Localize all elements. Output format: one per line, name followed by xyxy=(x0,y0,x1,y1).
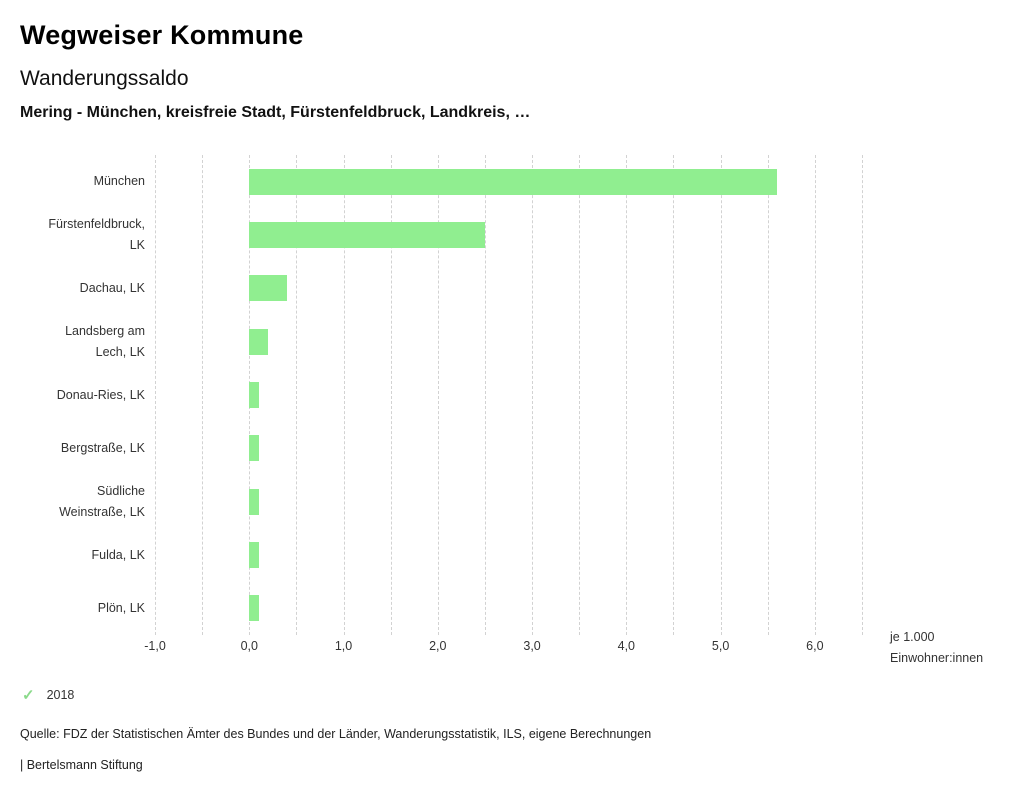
x-axis: -1,0 0,0 1,0 2,0 3,0 4,0 5,0 6,0 xyxy=(144,639,862,659)
gridline xyxy=(673,155,675,635)
gridline xyxy=(626,155,628,635)
category-label: Fulda, LK xyxy=(91,547,145,562)
axis-unit-label: je 1.000 Einwohner:innen xyxy=(890,630,984,666)
plot-area xyxy=(155,155,863,635)
x-tick-label: 6,0 xyxy=(806,639,824,653)
bar[interactable] xyxy=(249,488,259,515)
legend-item-year[interactable]: ✓ 2018 xyxy=(22,686,74,704)
chart-selection-title: Mering - München, kreisfreie Stadt, Fürs… xyxy=(20,104,531,121)
chart-title: Wanderungssaldo xyxy=(20,67,189,90)
category-label: Dachau, LK xyxy=(79,281,145,295)
branding: | Bertelsmann Stiftung xyxy=(20,758,143,772)
app-title: Wegweiser Kommune xyxy=(20,20,304,50)
category-label: Fürstenfeldbruck, LK xyxy=(48,217,145,252)
gridline xyxy=(343,155,345,635)
x-tick-label: 5,0 xyxy=(711,639,730,653)
bar-chart: München Fürstenfeldbruck, LK Dachau, LK Lan… xyxy=(0,155,1024,685)
gridline xyxy=(484,155,486,635)
category-label: Landsberg am Lech, LK xyxy=(65,324,145,359)
bar[interactable] xyxy=(249,542,259,568)
gridline xyxy=(579,155,581,635)
bar[interactable] xyxy=(249,275,287,302)
x-tick-label: 3,0 xyxy=(523,639,541,653)
x-tick-label: 4,0 xyxy=(617,639,636,653)
category-label: München xyxy=(93,174,145,189)
bar[interactable] xyxy=(249,328,269,355)
x-tick-label: 0,0 xyxy=(240,639,258,653)
x-tick-label: 1,0 xyxy=(334,639,353,653)
gridline xyxy=(532,155,534,635)
gridline xyxy=(862,155,863,635)
bar[interactable] xyxy=(249,382,259,408)
category-label: Plön, LK xyxy=(97,601,145,615)
gridline xyxy=(155,155,156,635)
x-tick-label: -1,0 xyxy=(144,639,166,653)
category-label: Südliche Weinstraße, LK xyxy=(59,484,145,519)
category-label: Donau-Ries, LK xyxy=(56,387,145,402)
gridline xyxy=(437,155,439,635)
gridline xyxy=(202,155,204,635)
legend-year-label: 2018 xyxy=(46,688,75,702)
bar[interactable] xyxy=(249,222,485,248)
category-label: Bergstraße, LK xyxy=(60,441,145,455)
bar[interactable] xyxy=(249,168,778,195)
bar[interactable] xyxy=(249,595,259,622)
check-icon: ✓ xyxy=(22,687,35,704)
gridline xyxy=(814,155,816,635)
source-note: Quelle: FDZ der Statistischen Ämter des … xyxy=(20,727,652,741)
gridline xyxy=(390,155,392,635)
category-labels: München Fürstenfeldbruck, LK Dachau, LK Lan… xyxy=(0,155,145,635)
x-tick-label: 2,0 xyxy=(429,639,447,653)
gridline xyxy=(296,155,298,635)
gridline xyxy=(767,155,769,635)
bar[interactable] xyxy=(249,435,259,462)
gridline xyxy=(720,155,722,635)
